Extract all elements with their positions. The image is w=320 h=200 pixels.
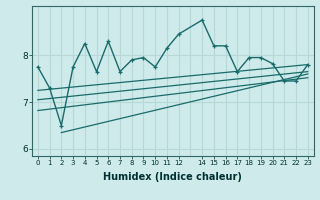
X-axis label: Humidex (Indice chaleur): Humidex (Indice chaleur) bbox=[103, 172, 242, 182]
